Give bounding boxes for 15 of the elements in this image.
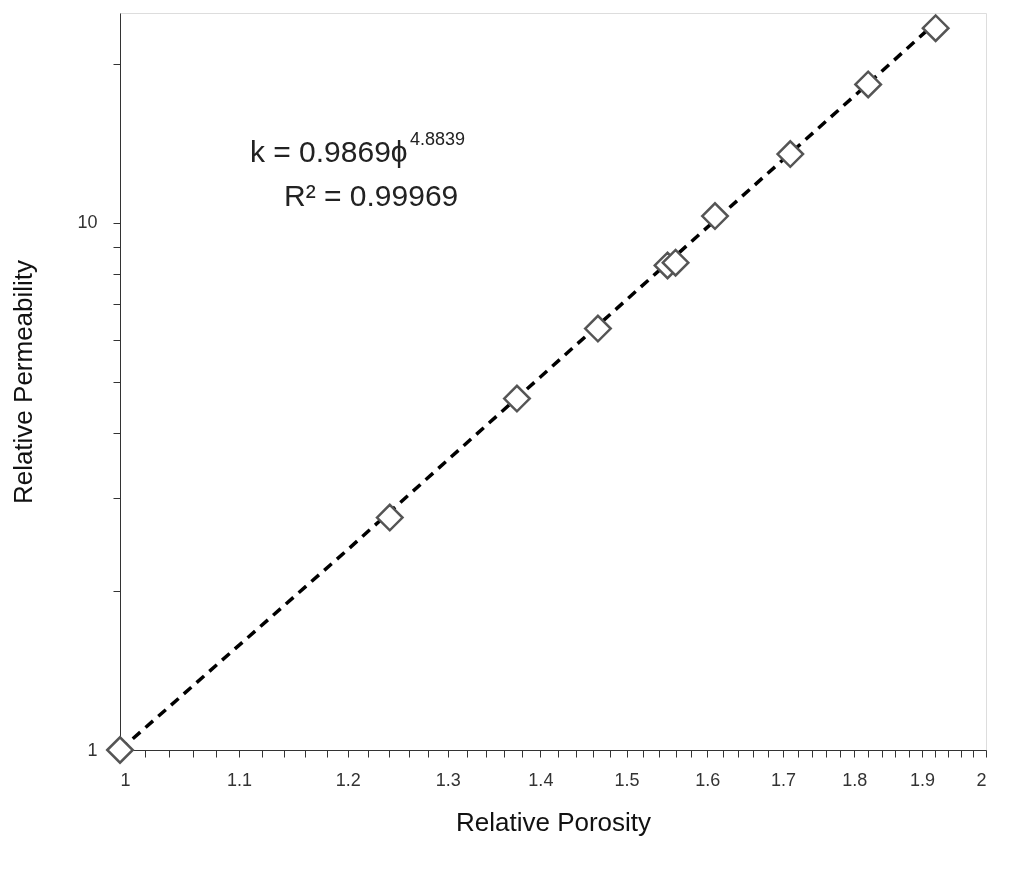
x-tick-label: 1.6 bbox=[695, 769, 721, 790]
x-tick-label: 2 bbox=[976, 769, 987, 790]
y-axis-title: Relative Permeability bbox=[8, 259, 39, 505]
x-tick-label: 1.7 bbox=[770, 769, 796, 790]
x-tick-label: 1.8 bbox=[842, 769, 868, 790]
annotation: R² = 0.99969 bbox=[283, 179, 459, 213]
x-tick-label: 1.9 bbox=[909, 769, 935, 790]
x-axis-title: Relative Porosity bbox=[455, 806, 652, 837]
y-tick-label: 10 bbox=[77, 212, 98, 233]
x-tick-label: 1.3 bbox=[435, 769, 461, 790]
x-tick-label: 1.5 bbox=[614, 769, 640, 790]
x-tick-label: 1 bbox=[120, 769, 131, 790]
x-tick-label: 1.2 bbox=[335, 769, 361, 790]
x-tick-label: 1.4 bbox=[528, 769, 554, 790]
x-tick-label: 1.1 bbox=[227, 769, 253, 790]
